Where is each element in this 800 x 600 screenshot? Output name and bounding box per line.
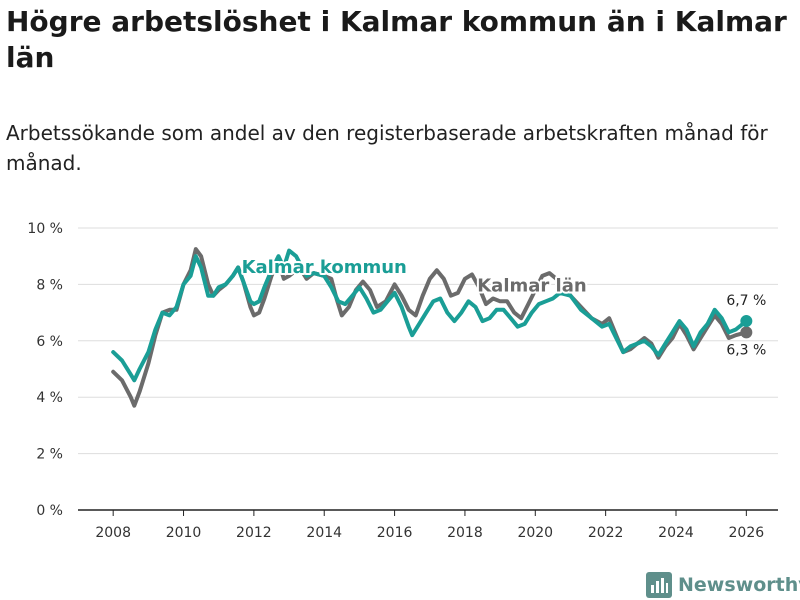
x-tick-label: 2010 [166, 525, 202, 541]
series-layer [111, 247, 753, 408]
end-point-kalmar-kommun [740, 315, 753, 328]
end-point-kalmar-lan [740, 326, 753, 339]
end-value-label-kalmar-kommun: 6,7 % [726, 293, 766, 309]
end-value-label-kalmar-lan: 6,3 % [726, 342, 766, 358]
series-label-kalmar-kommun: Kalmar kommun [242, 257, 407, 278]
x-tick-label: 2018 [447, 525, 483, 541]
series-line-kalmar-lan [111, 247, 749, 408]
y-tick-label: 10 % [27, 221, 63, 237]
y-tick-label: 6 % [36, 334, 63, 350]
line-chart: 0 % 2 % 4 % 6 % 8 % 10 % 2008 2010 2012 2014 2016 2… [27, 221, 778, 541]
bar-chart-icon [646, 572, 672, 598]
x-tick-label: 2022 [588, 525, 624, 541]
y-tick-label: 4 % [36, 390, 63, 406]
y-tick-label: 0 % [36, 503, 63, 519]
label-layer: 6,3 % 6,7 % Kalmar län Kalmar kommun [240, 255, 767, 358]
brand-logo: Newsworthy [646, 570, 800, 600]
series-line-kalmar-kommun [111, 248, 749, 383]
series-label-kalmar-lan: Kalmar län [477, 275, 586, 296]
y-tick-label: 8 % [36, 277, 63, 293]
page-subtitle: Arbetssökande som andel av den registerb… [6, 121, 768, 175]
x-tick-label: 2014 [306, 525, 342, 541]
x-tick-label: 2020 [517, 525, 553, 541]
x-tick-label: 2026 [729, 525, 765, 541]
x-tick-label: 2016 [377, 525, 413, 541]
x-tick-label: 2008 [95, 525, 131, 541]
y-tick-label: 2 % [36, 447, 63, 463]
x-tick-label: 2024 [658, 525, 694, 541]
page-title: Högre arbetslöshet i Kalmar kommun än i … [6, 5, 787, 74]
brand-name: Newsworthy [678, 574, 800, 596]
x-tick-label: 2012 [236, 525, 272, 541]
